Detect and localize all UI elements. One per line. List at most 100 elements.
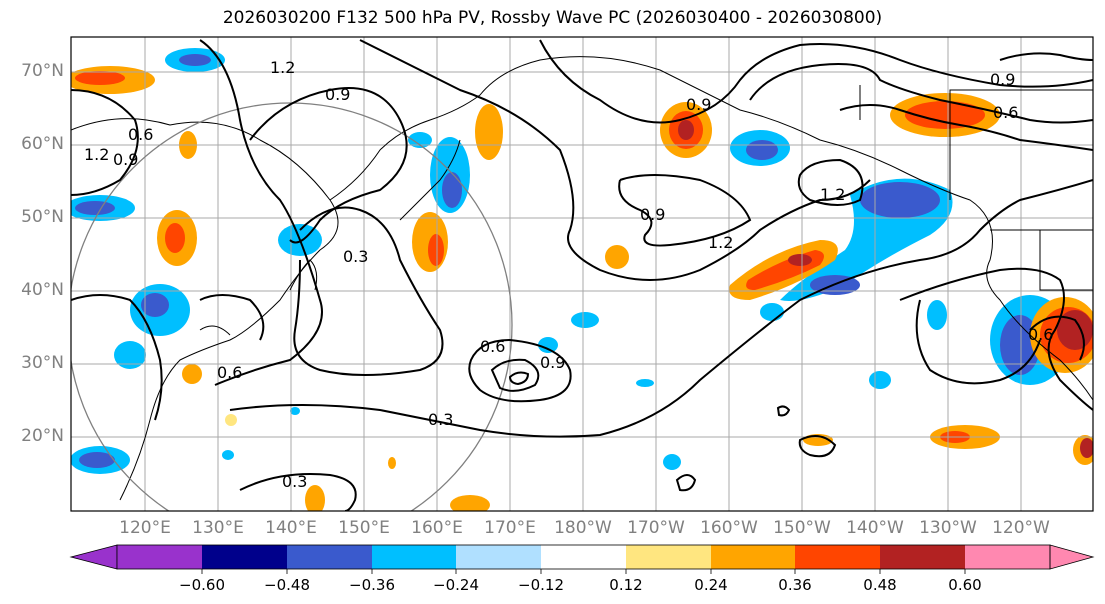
map-frame <box>70 36 1094 512</box>
colorbar-swatch <box>456 545 541 569</box>
colorbar-swatch <box>795 545 880 569</box>
anomaly-pos <box>605 245 629 269</box>
anomaly-pos <box>182 364 202 384</box>
contour-label-group: 1.2 0.9 0.6 1.2 0.9 0.3 0.6 0.6 0.9 0.3 … <box>84 58 1053 491</box>
anomaly-neg <box>79 452 115 468</box>
colorbar-swatch <box>880 545 965 569</box>
anomaly-neg <box>663 454 681 470</box>
colorbar-swatch <box>626 545 711 569</box>
contour-label: 1.2 <box>820 185 845 204</box>
anomaly-neg <box>408 132 432 148</box>
contour-label: 0.9 <box>990 70 1015 89</box>
anomaly-neg <box>442 172 462 208</box>
contour-label: 0.6 <box>993 103 1018 122</box>
colorbar-swatch <box>711 545 795 569</box>
colorbar-outline <box>116 544 1051 570</box>
contour-label: 0.6 <box>1028 325 1053 344</box>
anomaly-neg <box>760 303 784 321</box>
contour-label: 1.2 <box>84 145 109 164</box>
colorbar-tick-label: −0.12 <box>518 576 564 594</box>
colorbar-swatch <box>372 545 456 569</box>
lon-label: 120°E <box>119 518 171 538</box>
contour-label: 0.9 <box>325 85 350 104</box>
colorbar-swatch <box>287 545 372 569</box>
lat-label: 70°N <box>21 61 64 81</box>
colorbar-tick-label: −0.36 <box>349 576 395 594</box>
colorbar-tick-label: 0.36 <box>778 576 812 594</box>
colorbar-swatch <box>117 545 202 569</box>
lon-label: 170°E <box>484 518 536 538</box>
anomaly-neg <box>869 371 891 389</box>
colorbar-tick-label: 0.24 <box>694 576 728 594</box>
anomaly-pos <box>678 120 694 140</box>
anomaly-pos <box>428 234 444 266</box>
lon-label: 130°E <box>192 518 244 538</box>
anomaly-pos <box>450 495 490 511</box>
contour-label: 0.6 <box>128 125 153 144</box>
negative-anomaly-shading <box>71 48 1070 474</box>
map-title: 2026030200 F132 500 hPa PV, Rossby Wave … <box>222 8 883 28</box>
lon-label: 150°E <box>338 518 390 538</box>
anomaly-pos <box>75 71 125 85</box>
anomaly-neg <box>571 312 599 328</box>
colorbar-tick-label: −0.48 <box>264 576 310 594</box>
anomaly-pos <box>165 223 185 253</box>
anomaly-neg <box>75 201 115 215</box>
contour-label: 0.9 <box>540 353 565 372</box>
anomaly-pos <box>388 457 396 469</box>
anomaly-neg <box>746 140 778 160</box>
colorbar-tick-label: 0.48 <box>863 576 897 594</box>
lat-label: 40°N <box>21 280 64 300</box>
lat-label: 60°N <box>21 134 64 154</box>
contour-label: 0.9 <box>113 150 138 169</box>
colorbar-max-arrow <box>1049 544 1095 570</box>
anomaly-neg <box>860 182 940 218</box>
contour-label: 0.9 <box>686 95 711 114</box>
contour-label: 0.6 <box>217 363 242 382</box>
anomaly-neg <box>927 300 947 330</box>
anomaly-neg <box>636 379 654 387</box>
anomaly-neg <box>114 341 146 369</box>
lon-label: 150°W <box>773 518 831 538</box>
anomaly-neg <box>222 450 234 460</box>
lat-label: 50°N <box>21 207 64 227</box>
lon-label: 180°W <box>554 518 612 538</box>
contour-label: 0.3 <box>343 247 368 266</box>
contour-label: 1.2 <box>708 233 733 252</box>
colorbar-tick-label: 0.12 <box>609 576 643 594</box>
pv-contours <box>71 39 1093 511</box>
contour-label: 1.2 <box>270 58 295 77</box>
lon-label: 170°W <box>627 518 685 538</box>
contour-label: 0.6 <box>480 337 505 356</box>
lon-label: 160°W <box>700 518 758 538</box>
anomaly-neg <box>179 54 211 66</box>
anomaly-pos <box>905 101 985 129</box>
colorbar-swatch <box>541 545 626 569</box>
lon-label: 130°W <box>919 518 977 538</box>
anomaly-neg <box>290 407 300 415</box>
colorbar-min-arrow <box>69 544 118 570</box>
reference-circle <box>71 102 513 511</box>
lat-label: 20°N <box>21 426 64 446</box>
lon-label: 160°E <box>411 518 463 538</box>
colorbar-tick-label: −0.60 <box>179 576 225 594</box>
contour-label: 0.3 <box>428 410 453 429</box>
colorbar-swatch <box>202 545 287 569</box>
anomaly-pos <box>475 104 503 160</box>
lon-label: 140°W <box>846 518 904 538</box>
colorbar-tick-label: −0.24 <box>433 576 479 594</box>
colorbar <box>69 544 1095 574</box>
anomaly-pos <box>788 254 812 266</box>
colorbar-tick-label: 0.60 <box>948 576 982 594</box>
contour-label: 0.3 <box>282 472 307 491</box>
lat-label: 30°N <box>21 353 64 373</box>
colorbar-swatch <box>965 545 1050 569</box>
anomaly-pos <box>305 485 325 511</box>
contour-label: 0.9 <box>640 205 665 224</box>
anomaly-pos <box>225 414 237 426</box>
lon-label: 120°W <box>992 518 1050 538</box>
lon-label: 140°E <box>265 518 317 538</box>
anomaly-neg <box>141 293 169 317</box>
anomaly-pos <box>1080 438 1093 458</box>
